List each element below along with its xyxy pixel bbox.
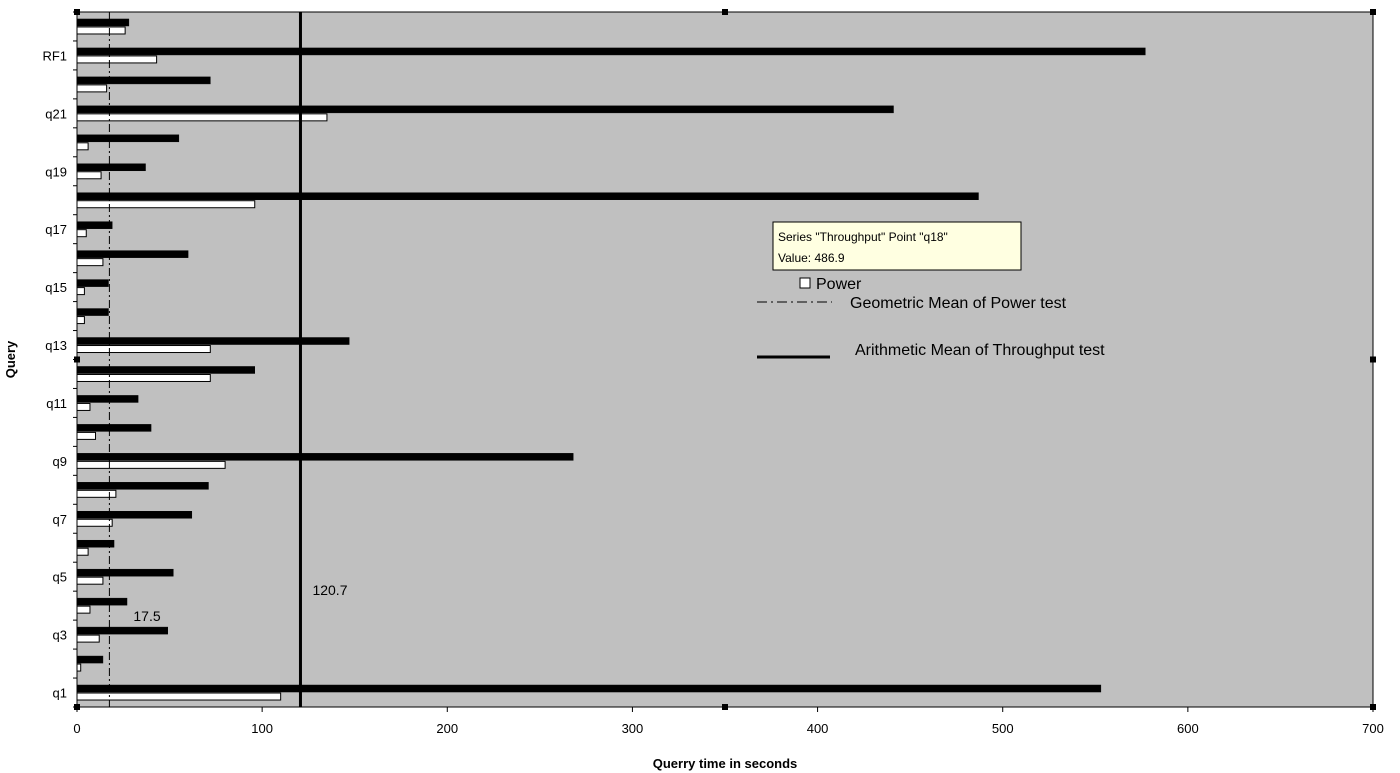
y-tick-label-q9: q9 [53, 454, 67, 469]
throughput-bar-q19 [76, 163, 146, 172]
tooltip-box [772, 221, 1022, 271]
throughput-bar-q2 [76, 655, 104, 664]
power-bar-q16 [76, 258, 104, 267]
throughput-bar-q14 [76, 308, 109, 316]
y-tick-label-q21: q21 [45, 106, 67, 121]
legend-power-label: Power [816, 276, 862, 293]
power-bar-RF2 [76, 26, 126, 35]
power-bar-q1 [76, 692, 282, 701]
throughput-bar-q20 [76, 134, 180, 143]
throughput-bar-q15 [76, 279, 109, 287]
y-tick-label-q17: q17 [45, 222, 67, 237]
y-tick-label-q5: q5 [53, 570, 67, 585]
power-bar-q5 [76, 576, 104, 585]
y-tick-label-q15: q15 [45, 280, 67, 295]
power-bar-q7 [76, 518, 113, 527]
power-bar-q20 [76, 142, 89, 151]
power-bar-q17 [76, 229, 87, 238]
tooltip-line-2: Value: 486.9 [778, 251, 845, 265]
throughput-bar-q9 [76, 453, 574, 461]
x-tick-label-0: 0 [73, 721, 80, 736]
bars-layer [76, 18, 1146, 701]
power-bar-q15 [76, 287, 85, 296]
throughput-bar-q7 [76, 511, 193, 519]
selection-handle [74, 704, 80, 710]
x-tick-label-400: 400 [807, 721, 829, 736]
power-bar-q9 [76, 460, 226, 469]
legend-geometric-mean-label: Geometric Mean of Power test [850, 295, 1067, 312]
selection-handle [722, 704, 728, 710]
arithmetic-mean-value-label: 120.7 [312, 582, 347, 598]
throughput-bar-RF2 [76, 18, 130, 27]
y-tick-label-q7: q7 [53, 512, 67, 527]
y-tick-label-q3: q3 [53, 628, 67, 643]
throughput-bar-q1 [76, 684, 1102, 693]
power-bar-q4 [76, 605, 91, 614]
legend: Power Geometric Mean of Power test Arithme… [757, 276, 1105, 359]
x-tick-label-200: 200 [436, 721, 458, 736]
selection-handle [722, 9, 728, 15]
power-bar-q18 [76, 200, 256, 209]
power-bar-q19 [76, 171, 102, 180]
power-bar-q21 [76, 113, 328, 122]
power-bar-q8 [76, 489, 117, 498]
throughput-bar-q13 [76, 337, 350, 345]
tooltip-line-1: Series "Throughput" Point "q18" [778, 230, 948, 244]
x-tick-label-500: 500 [992, 721, 1014, 736]
tooltip: Series "Throughput" Point "q18" Value: 48… [772, 221, 1022, 271]
y-tick-label-RF1: RF1 [42, 48, 67, 63]
geometric-mean-value-label: 17.5 [133, 608, 160, 624]
y-tick-label-q11: q11 [46, 396, 67, 411]
y-tick-label-q19: q19 [45, 164, 67, 179]
x-tick-label-100: 100 [251, 721, 273, 736]
selection-handle [74, 9, 80, 15]
throughput-bar-q5 [76, 568, 174, 577]
legend-arithmetic-mean-label: Arithmetic Mean of Throughput test [855, 342, 1105, 359]
throughput-bar-q4 [76, 597, 128, 606]
throughput-bar-q18 [76, 192, 979, 200]
power-bar-q6 [76, 547, 89, 556]
axis-layer: 0 100 200 300 400 500 600 700 q1 q3 q5 q7 q9 q11 q13 q1… [3, 11, 1384, 771]
x-tick-label-700: 700 [1362, 721, 1384, 736]
power-bar-q2 [76, 663, 82, 672]
power-bar-RF1 [76, 55, 158, 64]
selection-handle [1370, 704, 1376, 710]
throughput-bar-q10 [76, 424, 152, 432]
throughput-bar-q22 [76, 76, 211, 85]
y-tick-label-q1: q1 [53, 686, 67, 701]
throughput-bar-q16 [76, 250, 189, 258]
legend-power-swatch [799, 277, 811, 289]
throughput-bar-q8 [76, 482, 209, 490]
throughput-bar-q11 [76, 395, 139, 403]
throughput-bar-q17 [76, 221, 113, 229]
selection-handles [74, 9, 1376, 710]
power-bar-q11 [76, 402, 91, 411]
selection-handle [74, 356, 80, 363]
plot-area [76, 11, 1374, 708]
y-tick-label-q13: q13 [45, 338, 67, 353]
selection-handle [1370, 356, 1376, 363]
power-bar-q14 [76, 316, 85, 325]
throughput-bar-RF1 [76, 47, 1146, 56]
power-bar-q22 [76, 84, 108, 93]
reference-lines-layer: 17.5 120.7 [108, 12, 348, 707]
throughput-bar-q21 [76, 105, 894, 114]
selection-handle [1370, 9, 1376, 15]
power-bar-q12 [76, 373, 211, 382]
x-tick-label-600: 600 [1177, 721, 1199, 736]
throughput-bar-q6 [76, 539, 115, 548]
x-axis-title: Querry time in seconds [653, 756, 798, 771]
throughput-bar-q3 [76, 626, 168, 635]
power-bar-q10 [76, 431, 97, 440]
y-axis-title: Query [3, 340, 18, 378]
x-tick-label-300: 300 [622, 721, 644, 736]
power-bar-q3 [76, 634, 100, 643]
power-bar-q13 [76, 345, 211, 354]
throughput-bar-q12 [76, 366, 255, 374]
